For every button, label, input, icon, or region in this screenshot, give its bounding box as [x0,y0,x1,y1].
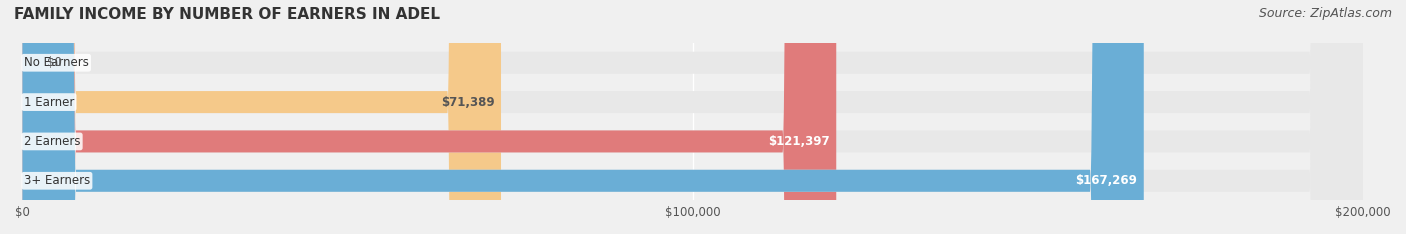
Text: $167,269: $167,269 [1076,174,1137,187]
Text: No Earners: No Earners [24,56,89,69]
FancyBboxPatch shape [22,0,1364,234]
FancyBboxPatch shape [22,0,1364,234]
Text: Source: ZipAtlas.com: Source: ZipAtlas.com [1258,7,1392,20]
Text: 3+ Earners: 3+ Earners [24,174,90,187]
FancyBboxPatch shape [22,0,1143,234]
FancyBboxPatch shape [22,0,501,234]
Text: $0: $0 [46,56,62,69]
Text: 1 Earner: 1 Earner [24,96,75,109]
Text: $121,397: $121,397 [768,135,830,148]
FancyBboxPatch shape [22,0,837,234]
FancyBboxPatch shape [22,0,1364,234]
Text: 2 Earners: 2 Earners [24,135,80,148]
Text: $71,389: $71,389 [440,96,495,109]
FancyBboxPatch shape [22,0,1364,234]
Text: FAMILY INCOME BY NUMBER OF EARNERS IN ADEL: FAMILY INCOME BY NUMBER OF EARNERS IN AD… [14,7,440,22]
